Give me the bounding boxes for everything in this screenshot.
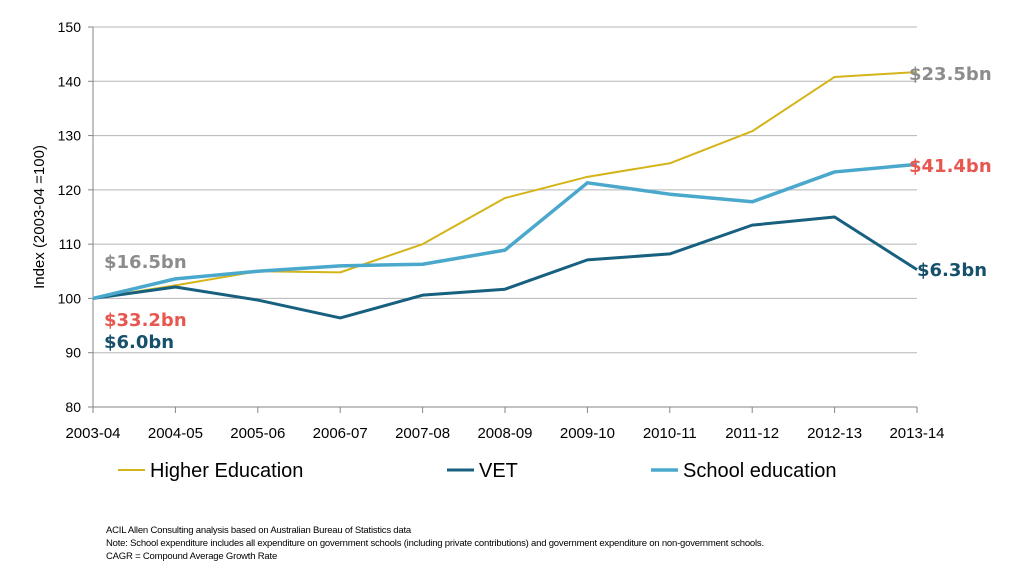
x-tick-label: 2008-09 (477, 425, 532, 442)
y-tick-label: 100 (58, 290, 82, 306)
chart-notes: ACIL Allen Consulting analysis based on … (106, 524, 764, 563)
y-axis-label: Index (2003-04 =100) (31, 145, 48, 289)
start-value-label: $6.0bn (104, 332, 174, 353)
end-value-label: $6.3bn (917, 260, 987, 281)
x-tick-label: 2003-04 (65, 425, 120, 442)
x-tick-label: 2009-10 (560, 425, 615, 442)
start-value-label: $33.2bn (104, 310, 187, 331)
line-chart: 80 90 100 110 120 130 140 150 2003-04 2004-05 2005… (31, 19, 992, 482)
y-tick-label: 90 (65, 345, 81, 361)
x-tick-label: 2013-14 (889, 425, 944, 442)
x-tick-label: 2010-11 (643, 425, 697, 442)
x-tick-label: 2011-12 (725, 425, 779, 442)
y-tick-label: 120 (58, 182, 82, 198)
y-tick-label: 110 (59, 236, 82, 252)
y-tick-label: 140 (58, 73, 82, 89)
y-tick-label: 130 (58, 128, 82, 144)
x-tick-label: 2005-06 (230, 425, 285, 442)
school-note: Note: School expenditure includes all ex… (106, 538, 764, 549)
legend-label: School education (683, 460, 836, 482)
x-tick-label: 2004-05 (148, 425, 203, 442)
source-note: ACIL Allen Consulting analysis based on … (106, 525, 411, 536)
start-value-label: $16.5bn (104, 252, 187, 273)
legend-label: Higher Education (150, 460, 303, 482)
series-line-vet (92, 215, 918, 320)
y-tick-label: 80 (65, 399, 81, 415)
legend-label: VET (479, 460, 518, 482)
series-line-school-education (92, 162, 918, 301)
series-line-higher-education (92, 71, 918, 300)
end-value-label: $23.5bn (909, 64, 992, 85)
cagr-note: CAGR = Compound Average Growth Rate (106, 551, 278, 562)
x-tick-label: 2006-07 (313, 425, 368, 442)
y-tick-label: 150 (58, 19, 82, 35)
x-tick-label: 2007-08 (395, 425, 450, 442)
end-value-label: $41.4bn (909, 156, 992, 177)
x-tick-label: 2012-13 (807, 425, 862, 442)
